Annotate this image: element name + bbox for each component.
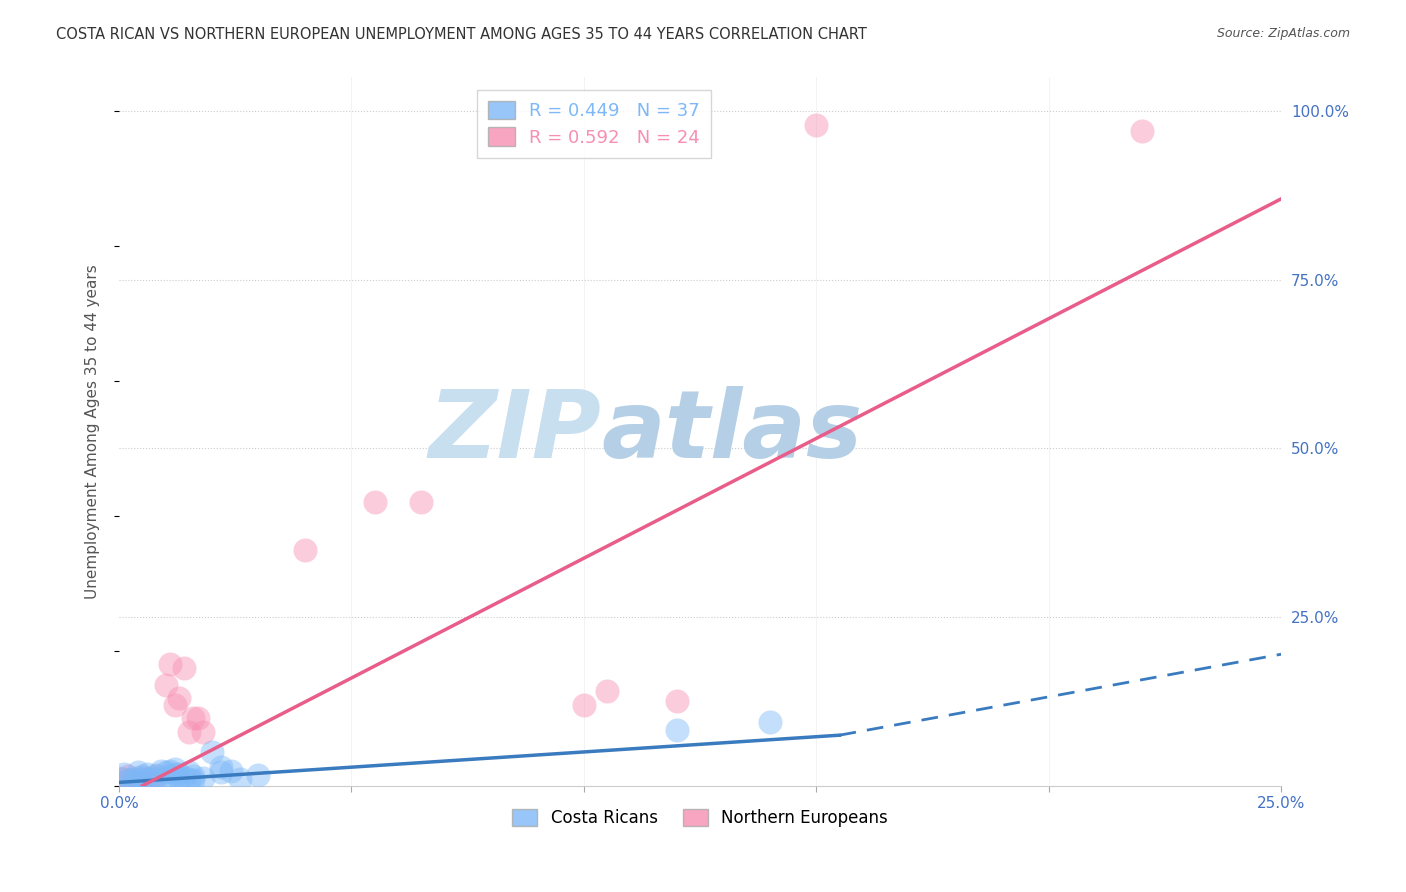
Point <box>294 542 316 557</box>
Point <box>155 677 177 691</box>
Point <box>145 769 167 783</box>
Point <box>159 769 181 783</box>
Point <box>112 772 135 786</box>
Point <box>117 773 139 788</box>
Legend: Costa Ricans, Northern Europeans: Costa Ricans, Northern Europeans <box>506 803 894 834</box>
Point <box>112 766 135 780</box>
Point <box>159 764 181 778</box>
Text: atlas: atlas <box>602 385 862 477</box>
Point <box>411 495 433 509</box>
Point <box>1130 124 1153 138</box>
Point <box>759 714 782 729</box>
Point <box>155 771 177 785</box>
Point <box>191 724 214 739</box>
Point <box>155 765 177 780</box>
Point <box>163 762 186 776</box>
Point <box>127 765 149 780</box>
Point <box>136 766 159 780</box>
Point <box>364 495 387 509</box>
Point <box>169 691 191 706</box>
Point <box>141 771 163 785</box>
Point <box>145 772 167 786</box>
Point <box>117 773 139 788</box>
Point <box>219 764 242 778</box>
Point <box>187 711 209 725</box>
Point <box>122 772 145 786</box>
Text: COSTA RICAN VS NORTHERN EUROPEAN UNEMPLOYMENT AMONG AGES 35 TO 44 YEARS CORRELAT: COSTA RICAN VS NORTHERN EUROPEAN UNEMPLO… <box>56 27 868 42</box>
Text: Source: ZipAtlas.com: Source: ZipAtlas.com <box>1216 27 1350 40</box>
Point <box>173 661 195 675</box>
Point <box>177 772 200 786</box>
Point <box>183 711 205 725</box>
Point <box>159 657 181 672</box>
Point <box>131 773 153 788</box>
Point <box>229 772 252 786</box>
Point <box>127 771 149 785</box>
Point <box>177 724 200 739</box>
Point <box>108 771 131 785</box>
Point <box>169 766 191 780</box>
Point <box>117 769 139 783</box>
Point <box>145 768 167 782</box>
Point <box>122 772 145 786</box>
Point <box>136 772 159 786</box>
Point <box>209 760 232 774</box>
Point <box>183 773 205 788</box>
Point <box>806 118 828 132</box>
Point <box>183 769 205 783</box>
Point <box>665 723 688 738</box>
Point <box>247 768 270 782</box>
Point <box>136 772 159 786</box>
Point <box>191 771 214 785</box>
Point <box>131 769 153 783</box>
Y-axis label: Unemployment Among Ages 35 to 44 years: Unemployment Among Ages 35 to 44 years <box>86 264 100 599</box>
Point <box>169 772 191 786</box>
Point <box>209 765 232 780</box>
Point <box>177 765 200 780</box>
Point <box>131 771 153 785</box>
Point <box>149 764 172 778</box>
Point <box>122 775 145 789</box>
Point <box>163 698 186 712</box>
Text: ZIP: ZIP <box>429 385 602 477</box>
Point <box>163 766 186 780</box>
Point <box>596 684 619 698</box>
Point <box>665 694 688 708</box>
Point <box>173 771 195 785</box>
Point <box>572 698 595 712</box>
Point <box>201 745 224 759</box>
